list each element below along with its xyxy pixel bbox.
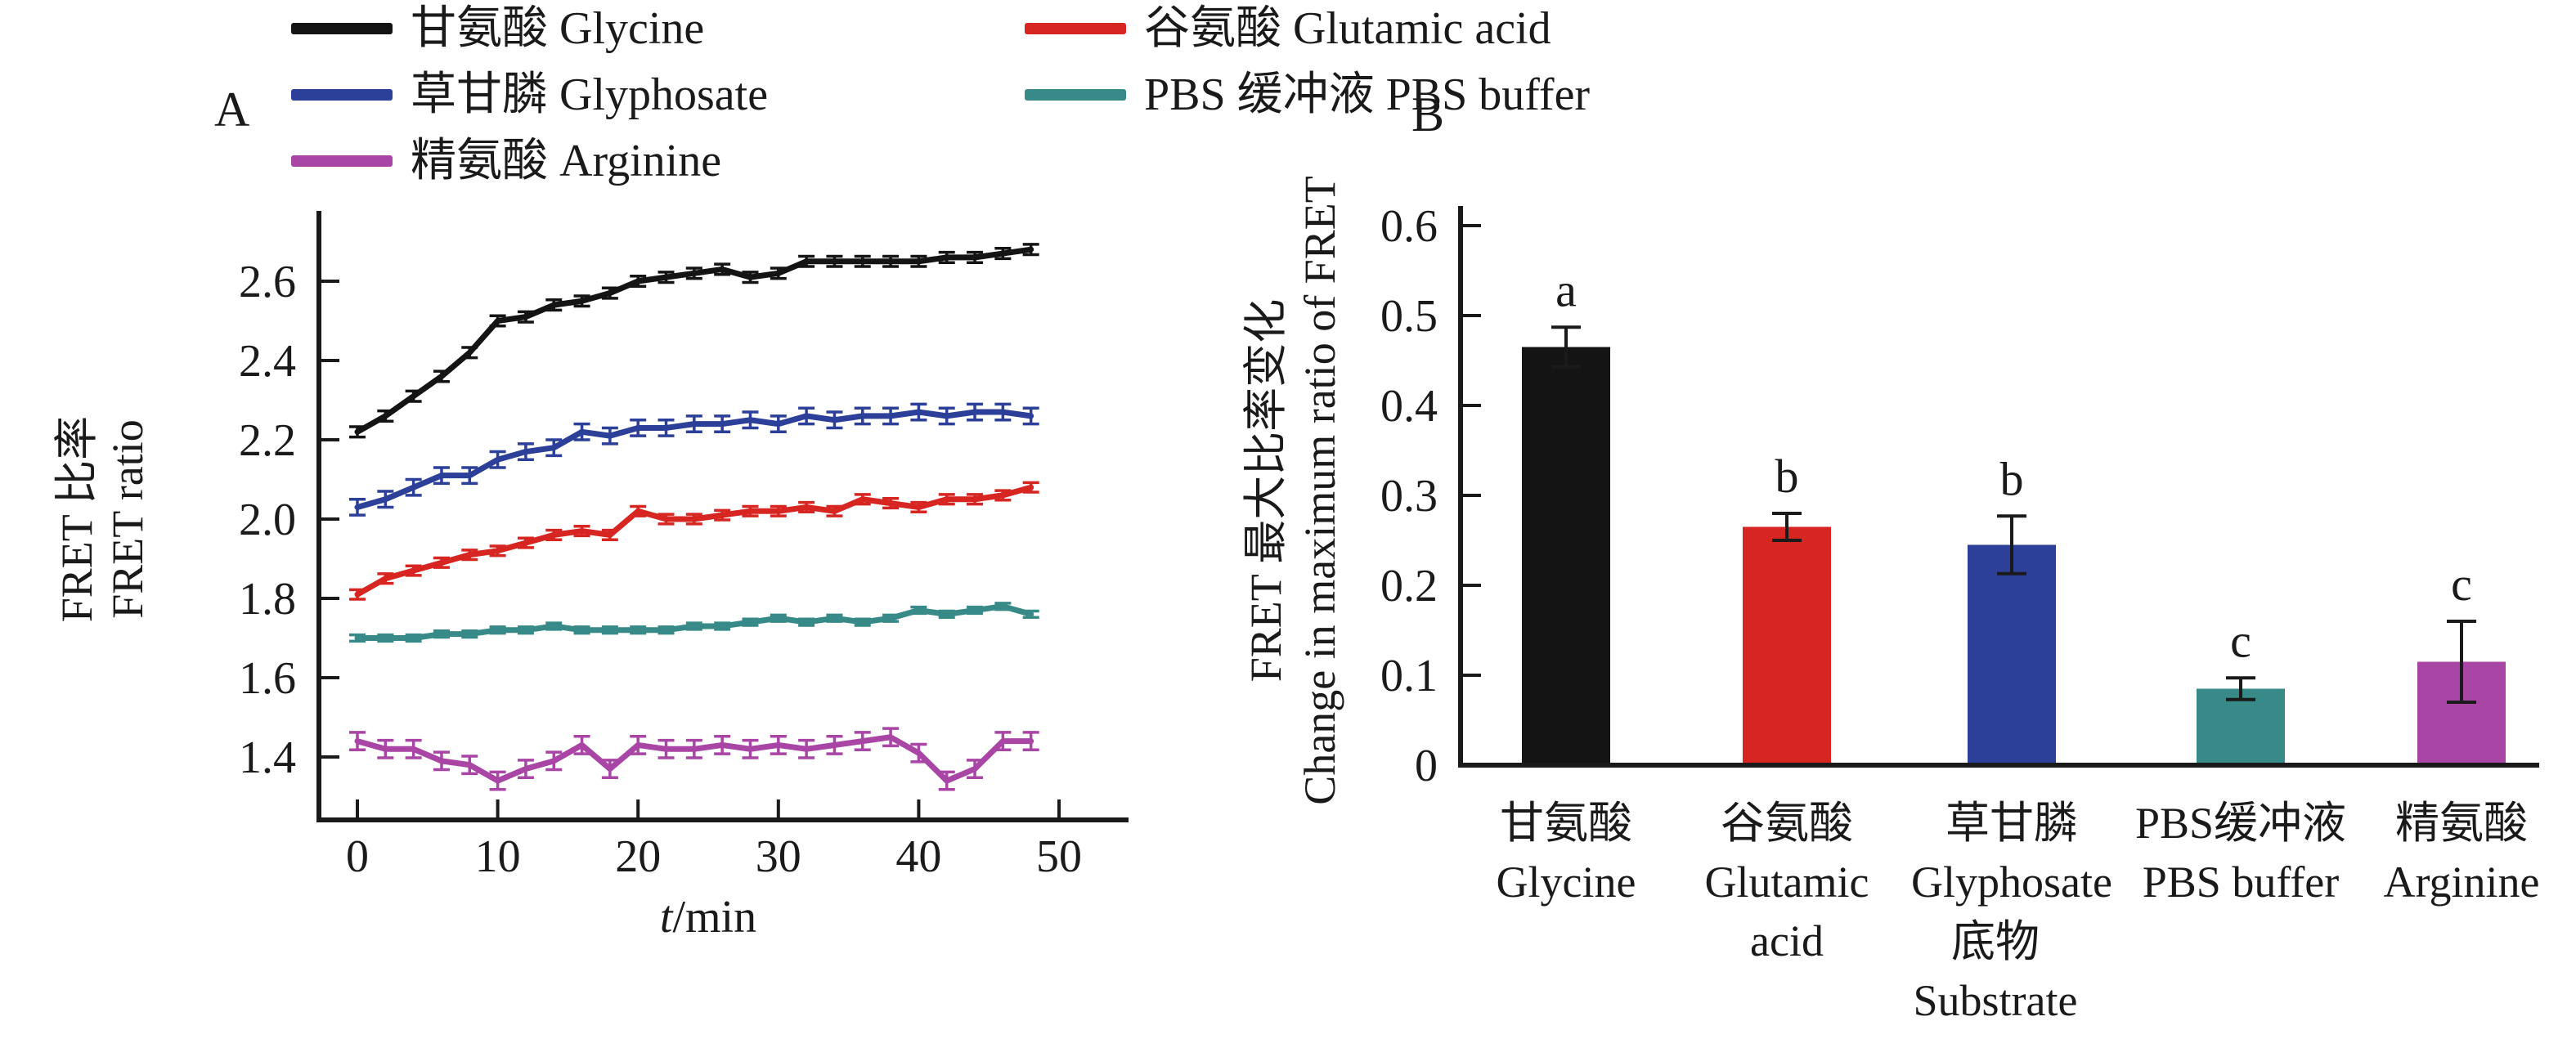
panel-a-y-tick-label: 2.0 — [239, 495, 296, 545]
sig-letter-glutamic-acid: b — [1775, 450, 1799, 503]
panel-a-y-tick-label: 2.2 — [239, 415, 296, 466]
panel-b-y-tick-label: 0 — [1415, 741, 1438, 791]
panel-a-y-axis-title-en: FRET ratio — [103, 419, 152, 619]
legend-label-glyphosate: 草甘膦 Glyphosate — [411, 69, 769, 120]
legend-label-pbs-buffer: PBS 缓冲液 PBS buffer — [1144, 69, 1591, 120]
panel-b-y-axis-title-en: Change in maximum ratio of FRET — [1295, 176, 1344, 804]
category-label-arginine-line1: 精氨酸 — [2395, 799, 2528, 848]
series-glutamic-acid — [349, 481, 1039, 601]
panel-a-x-tick-label: 30 — [756, 831, 801, 882]
legend-swatch-glycine — [291, 23, 393, 34]
series-line-arginine — [354, 734, 1034, 784]
series-line-glutamic-acid — [354, 484, 1034, 598]
series-pbs-buffer — [349, 602, 1039, 643]
bar-glycine — [1522, 347, 1610, 763]
panel-b-y-tick-label: 0.5 — [1380, 291, 1438, 342]
sig-letter-arginine: c — [2451, 558, 2472, 611]
panel-a-x-tick-label: 10 — [475, 831, 521, 882]
category-label-glutamic-acid-line3: acid — [1750, 916, 1824, 965]
panel-a-y-tick-label: 1.4 — [239, 732, 296, 783]
panel-a-y-tick-label: 1.8 — [239, 574, 296, 625]
panel-a-x-tick-label: 0 — [346, 831, 369, 882]
sig-letter-pbs-buffer: c — [2230, 614, 2251, 667]
bar-glyphosate — [1968, 544, 2056, 763]
panel-b-x-axis-title-zh: 底物 — [1951, 917, 2040, 966]
category-label-arginine-line2: Arginine — [2384, 858, 2540, 907]
bar-glutamic-acid — [1743, 526, 1831, 763]
panel-a-x-tick-label: 40 — [895, 831, 941, 882]
category-label-glyphosate-line2: Glyphosate — [1911, 858, 2112, 907]
legend-swatch-glyphosate — [291, 89, 393, 101]
legend-label-arginine: 精氨酸 Arginine — [411, 136, 722, 186]
panel-b-y-tick-label: 0.4 — [1380, 381, 1438, 432]
panel-a-y-tick-label: 2.4 — [239, 336, 296, 387]
panel-a-y-tick-label: 1.6 — [239, 653, 296, 704]
series-glyphosate — [349, 402, 1039, 517]
sig-letter-glyphosate: b — [2000, 452, 2024, 505]
series-line-glycine — [354, 246, 1034, 435]
panel-b-x-axis-title-en: Substrate — [1914, 976, 2078, 1025]
panel-b-y-tick-label: 0.1 — [1380, 651, 1438, 701]
panel-b-y-axis-title-zh: FRET 最大比率变化 — [1241, 299, 1290, 683]
panel-a-x-tick-label: 50 — [1036, 831, 1082, 882]
panel-b-y-tick-label: 0.2 — [1380, 561, 1438, 611]
legend: 甘氨酸 Glycine 谷氨酸 Glutamic acid 草甘膦 Glyphosa… — [0, 0, 1881, 196]
panel-a-y-tick-label: 2.6 — [239, 257, 296, 307]
category-label-glycine-line1: 甘氨酸 — [1500, 799, 1632, 848]
legend-swatch-pbs-buffer — [1025, 89, 1126, 101]
panel-a-x-tick-label: 20 — [615, 831, 661, 882]
category-label-glyphosate-line1: 草甘膦 — [1945, 799, 2078, 848]
category-label-pbs-buffer-line1: PBS缓冲液 — [2135, 799, 2346, 848]
panel-b-letter: B — [1411, 87, 1445, 141]
series-line-glyphosate — [354, 409, 1034, 510]
series-line-pbs-buffer — [354, 603, 1034, 641]
legend-label-glycine: 甘氨酸 Glycine — [411, 3, 705, 54]
panel-b-y-tick-label: 0.6 — [1380, 201, 1438, 252]
category-label-pbs-buffer-line2: PBS buffer — [2143, 858, 2340, 907]
category-label-glutamic-acid-line1: 谷氨酸 — [1721, 799, 1853, 848]
legend-label-glutamic-acid: 谷氨酸 Glutamic acid — [1144, 3, 1551, 54]
panel-b-y-tick-label: 0.3 — [1380, 471, 1438, 522]
legend-swatch-glutamic-acid — [1025, 23, 1126, 34]
panel-a-y-axis-title-zh: FRET 比率 — [52, 416, 101, 623]
series-arginine — [349, 727, 1039, 791]
category-label-glycine-line2: Glycine — [1497, 858, 1636, 907]
sig-letter-glycine: a — [1555, 263, 1577, 316]
series-glycine — [349, 243, 1039, 439]
panel-a-x-axis-title: t/min — [660, 892, 756, 943]
legend-swatch-arginine — [291, 155, 393, 167]
panel-a-letter: A — [214, 83, 250, 137]
category-label-glutamic-acid-line2: Glutamic — [1705, 858, 1869, 907]
